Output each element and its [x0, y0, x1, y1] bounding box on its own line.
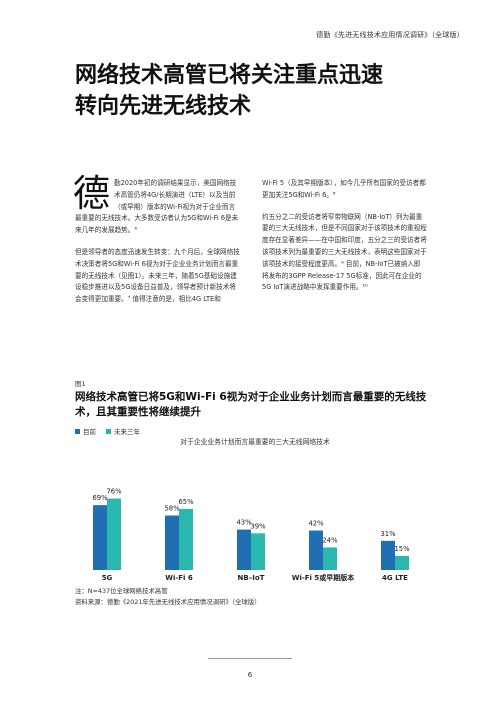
legend-swatch-current [75, 428, 80, 434]
body-column-left: 德勤2020年初的调研结果显示，美国网络技术高管仍将4G/长期演进（LTE）以及… [73, 172, 240, 316]
bar-future [323, 547, 337, 570]
bar-value-label: 39% [250, 522, 266, 530]
bar-value-label: 69% [92, 494, 108, 502]
category-label: 5G [102, 574, 113, 582]
category-label: 4G LTE [382, 574, 408, 582]
body-paragraph: 但是领导者的态度迅速发生转变：九个月后，全球网络技术决策者将5G和Wi-Fi 6… [75, 247, 240, 304]
bar-value-label: 24% [322, 536, 338, 544]
bar-future [107, 498, 121, 570]
page-title-line-1: 网络技术高管已将关注重点迅速 [75, 63, 384, 88]
page-number: 6 [247, 671, 253, 679]
chart-title: 对于企业业务计划而言最重要的三大无线网络技术 [180, 437, 330, 446]
legend-label-current: 目前 [83, 428, 96, 436]
bar-current [165, 515, 179, 570]
figure-notes: 注：N=437位全球网络技术高管 资料来源：德勤《2021年先进无线技术应用情况… [75, 586, 261, 608]
bar-value-label: 15% [394, 545, 410, 553]
category-label: Wi-Fi 6 [165, 574, 193, 582]
figure-note: 注：N=437位全球网络技术高管 [75, 587, 168, 595]
category-label: NB–IoT [238, 574, 265, 582]
page-title: 网络技术高管已将关注重点迅速 转向先进无线技术 [75, 60, 383, 122]
chart-legend: 目前 未来三年 [75, 426, 140, 436]
bar-chart: 对于企业业务计划而言最重要的三大无线网络技术 69%76% 5G 58%65% Wi-… [92, 437, 410, 582]
body-column-right: Wi-Fi 5（及其早期版本），如今几乎所有国家的受访者都更加关注5G和Wi-F… [262, 178, 427, 304]
body-paragraph: 约五分之二的受访者将窄带物联网（NB-IoT）列为最重要的三大无线技术，但是不同… [262, 212, 427, 292]
bar-future [395, 555, 409, 570]
figure-label: 图1 [75, 380, 86, 388]
bar-value-label: 65% [178, 498, 194, 506]
bar-future [179, 508, 193, 570]
legend-item-future: 未来三年 [106, 426, 140, 436]
legend-label-future: 未来三年 [114, 428, 140, 436]
bar-value-label: 42% [308, 520, 324, 528]
bar-current [309, 530, 323, 570]
legend-swatch-future [106, 428, 111, 434]
bar-current [381, 540, 395, 570]
figure-title: 网络技术高管已将5G和Wi-Fi 6视为对于企业业务计划而言最重要的无线技术，且… [75, 391, 427, 418]
body-paragraph-text: 勤2020年初的调研结果显示，美国网络技术高管仍将4G/长期演进（LTE）以及当… [75, 179, 239, 235]
bar-value-label: 76% [106, 488, 122, 496]
bar-value-label: 43% [236, 519, 252, 527]
running-header: 德勤《先进无线技术应用情况调研》（全球版） [316, 31, 464, 39]
bar-value-label: 58% [164, 504, 180, 512]
legend-item-current: 目前 [75, 426, 96, 436]
bar-value-label: 31% [380, 530, 396, 538]
body-paragraph: Wi-Fi 5（及其早期版本），如今几乎所有国家的受访者都更加关注5G和Wi-F… [262, 179, 426, 199]
figure-source: 资料来源：德勤《2021年先进无线技术应用情况调研》（全球版） [75, 598, 261, 606]
bar-current [93, 505, 107, 570]
bar-future [251, 533, 265, 570]
category-label: Wi-Fi 5或早期版本 [292, 573, 355, 582]
body-paragraph: 德勤2020年初的调研结果显示，美国网络技术高管仍将4G/长期演进（LTE）以及… [73, 172, 240, 237]
dropcap: 德 [73, 172, 110, 215]
page-title-line-2: 转向先进无线技术 [75, 94, 252, 119]
chart-bars: 69%76% 5G 58%65% Wi-Fi 6 43%39% NB–IoT 42% 24% W… [92, 488, 410, 582]
bar-current [237, 529, 251, 570]
footer-divider [208, 658, 292, 659]
